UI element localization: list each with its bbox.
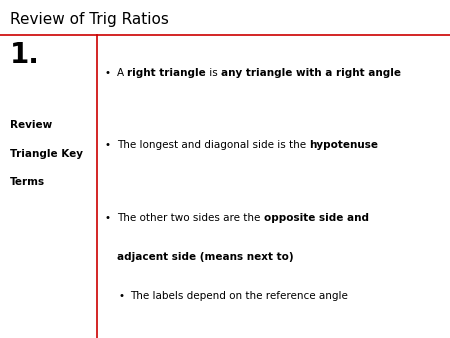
Text: Triangle Key: Triangle Key <box>10 149 83 159</box>
Text: The other two sides are the: The other two sides are the <box>117 213 264 223</box>
Text: The labels depend on the reference angle: The labels depend on the reference angle <box>130 291 348 301</box>
Text: hypotenuse: hypotenuse <box>310 140 378 150</box>
Text: Review of Trig Ratios: Review of Trig Ratios <box>10 12 169 27</box>
Text: •: • <box>105 140 111 150</box>
Text: adjacent side (means next to): adjacent side (means next to) <box>117 252 293 262</box>
Text: Terms: Terms <box>10 177 45 188</box>
Text: •: • <box>105 68 111 78</box>
Text: The longest and diagonal side is the: The longest and diagonal side is the <box>117 140 310 150</box>
Text: is: is <box>206 68 221 78</box>
Text: 1.: 1. <box>10 41 40 69</box>
Text: right triangle: right triangle <box>127 68 206 78</box>
Text: Review: Review <box>10 120 52 130</box>
Text: any triangle with a right angle: any triangle with a right angle <box>221 68 401 78</box>
Text: A: A <box>117 68 127 78</box>
Text: •: • <box>118 291 124 301</box>
Text: •: • <box>105 213 111 223</box>
Text: opposite side and: opposite side and <box>264 213 369 223</box>
